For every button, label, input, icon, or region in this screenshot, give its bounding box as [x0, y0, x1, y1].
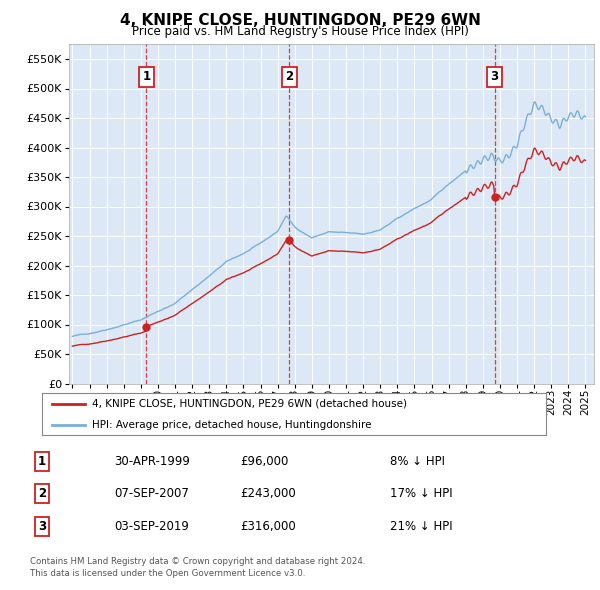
Text: This data is licensed under the Open Government Licence v3.0.: This data is licensed under the Open Gov…: [30, 569, 305, 578]
Text: £96,000: £96,000: [240, 455, 289, 468]
Text: 4, KNIPE CLOSE, HUNTINGDON, PE29 6WN (detached house): 4, KNIPE CLOSE, HUNTINGDON, PE29 6WN (de…: [92, 399, 407, 409]
Text: 3: 3: [491, 70, 499, 83]
Text: 30-APR-1999: 30-APR-1999: [114, 455, 190, 468]
Text: 17% ↓ HPI: 17% ↓ HPI: [390, 487, 452, 500]
Text: 8% ↓ HPI: 8% ↓ HPI: [390, 455, 445, 468]
Text: 4, KNIPE CLOSE, HUNTINGDON, PE29 6WN: 4, KNIPE CLOSE, HUNTINGDON, PE29 6WN: [119, 13, 481, 28]
Text: Price paid vs. HM Land Registry's House Price Index (HPI): Price paid vs. HM Land Registry's House …: [131, 25, 469, 38]
Text: 3: 3: [38, 520, 46, 533]
Text: 03-SEP-2019: 03-SEP-2019: [114, 520, 189, 533]
Text: 21% ↓ HPI: 21% ↓ HPI: [390, 520, 452, 533]
Text: HPI: Average price, detached house, Huntingdonshire: HPI: Average price, detached house, Hunt…: [92, 420, 372, 430]
Text: Contains HM Land Registry data © Crown copyright and database right 2024.: Contains HM Land Registry data © Crown c…: [30, 557, 365, 566]
Text: 1: 1: [142, 70, 151, 83]
Text: 2: 2: [38, 487, 46, 500]
Text: 1: 1: [38, 455, 46, 468]
Text: 2: 2: [286, 70, 293, 83]
Text: £243,000: £243,000: [240, 487, 296, 500]
Text: £316,000: £316,000: [240, 520, 296, 533]
Text: 07-SEP-2007: 07-SEP-2007: [114, 487, 189, 500]
